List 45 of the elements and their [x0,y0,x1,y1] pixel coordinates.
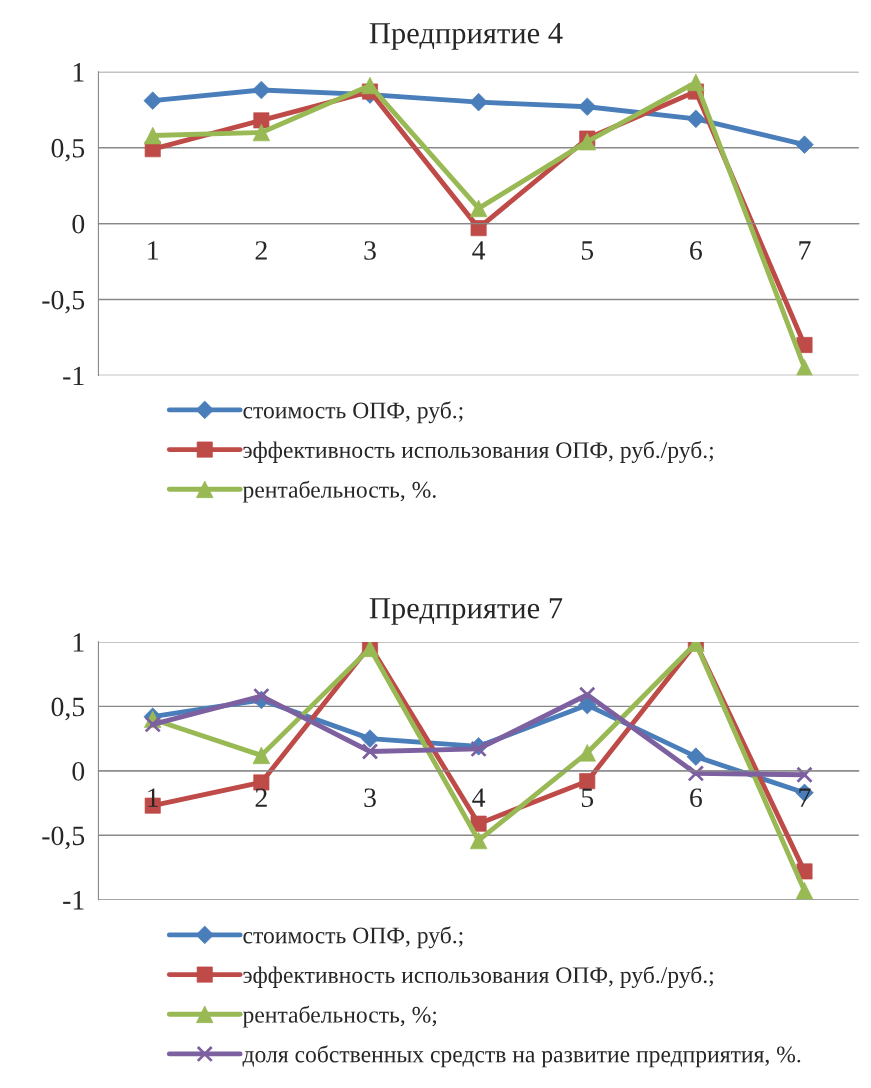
legend-label: доля собственных средств на развитие предприятия, %. [242,1045,801,1068]
x-tick-label: 5 [581,788,594,808]
x-tick-label: 6 [690,788,702,808]
legend-label: эффективность использования ОПФ, руб./руб.; [243,965,713,988]
point [144,716,162,733]
y-tick-label: -0,5 [42,826,85,850]
x-tick-label: 3 [364,241,376,260]
point [361,76,379,95]
point [796,766,813,784]
x-tick-label: 7 [799,241,811,260]
point [469,831,488,850]
point [687,73,705,92]
legend-label: эффективность использования ОПФ, руб./руб.; [243,440,713,463]
x-tick-label: 4 [472,788,486,807]
point [687,765,705,782]
y-tick-label: -1 [63,891,84,910]
point [361,743,379,760]
legend-label: стоимость ОПФ, руб.; [243,926,463,949]
x-tick-label: 1 [148,241,159,260]
legend-label: рентабельность, %; [242,1005,437,1028]
point [686,747,706,766]
point [578,686,596,704]
legend-label: стоимость ОПФ, руб.; [243,401,463,424]
x-tick-label: 3 [364,788,376,808]
point [253,687,270,705]
y-tick-label: 0,5 [51,697,85,721]
x-tick-label: 2 [255,788,267,807]
chart-title: Предприятие 7 [369,598,563,625]
y-tick-label: 1 [73,633,84,652]
point [252,746,271,765]
x-tick-label: 4 [472,241,486,260]
x-tick-label: 6 [690,241,702,260]
y-tick-label: 0 [72,762,85,781]
y-tick-label: 0 [72,214,85,234]
y-tick-label: 1 [73,63,84,82]
point [795,882,814,900]
point [469,92,488,112]
chart-title: Предприятие 4 [369,23,563,50]
x-tick-label: 5 [581,241,594,260]
legend-label: рентабельность, %. [242,480,436,503]
y-tick-label: 0,5 [51,138,85,162]
x-tick-label: 2 [255,241,267,260]
y-tick-label: -0,5 [42,290,85,314]
point [469,199,488,218]
y-tick-label: -1 [63,366,84,385]
